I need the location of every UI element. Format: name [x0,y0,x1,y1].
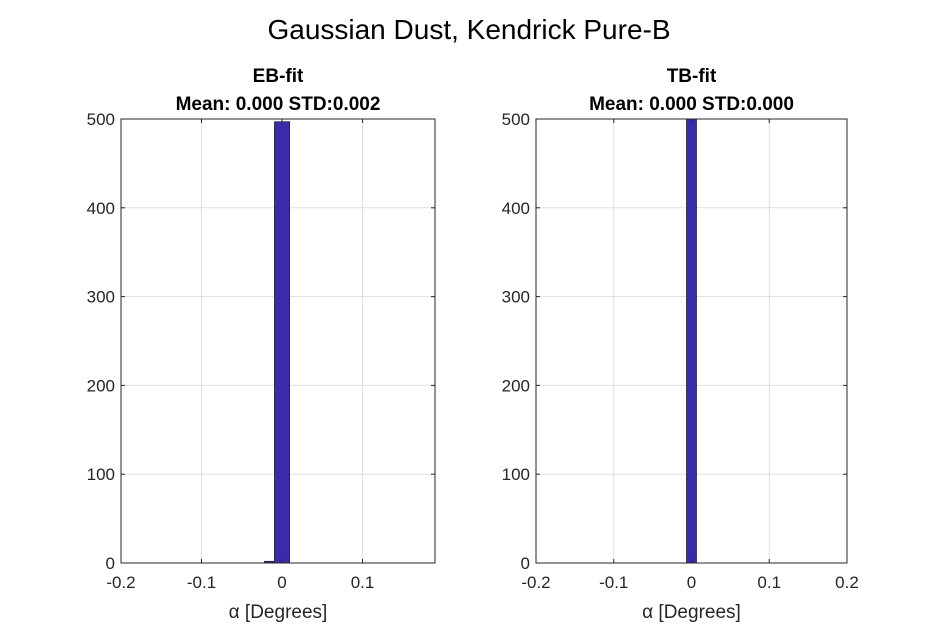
eb-fit-axes: -0.2 -0.1 0 0.1 0 100 200 300 400 500 EB-fit Mean: … [87,66,436,623]
eb-ytick-label: 0 [106,554,115,573]
tb-fit-axes: -0.2 -0.1 0 0.1 0.2 0 100 200 300 400 500 TB-fit Mea… [502,66,859,623]
tb-ytick-label: 500 [502,110,530,129]
tb-xtick-label: -0.1 [599,573,628,592]
eb-xtick-label: -0.2 [106,573,135,592]
tb-axes-subtitle: Mean: 0.000 STD:0.000 [589,94,794,115]
tb-ytick-label: 200 [502,376,530,395]
eb-ytick-label: 500 [87,110,115,129]
eb-axes-title: EB-fit [253,66,304,87]
tb-ytick-label: 300 [502,288,530,307]
tb-ytick-label: 400 [502,199,530,218]
eb-xtick-label: 0 [277,573,286,592]
figure-title: Gaussian Dust, Kendrick Pure-B [267,14,671,45]
tb-xtick-label: 0.2 [835,573,859,592]
eb-histogram-bar [274,121,290,564]
tb-xtick-label: -0.2 [521,573,550,592]
tb-axes-title: TB-fit [667,66,717,87]
eb-xlabel: α [Degrees] [229,602,328,623]
eb-xtick-label: 0.1 [351,573,375,592]
tb-ytick-label: 100 [502,465,530,484]
eb-ytick-label: 400 [87,199,115,218]
eb-xtick-label: -0.1 [187,573,216,592]
tb-xlabel: α [Degrees] [642,602,741,623]
tb-xtick-label: 0.1 [757,573,781,592]
tb-histogram-bar [686,118,697,564]
tb-xtick-label: 0 [687,573,696,592]
eb-axes-subtitle: Mean: 0.000 STD:0.002 [176,94,381,115]
eb-ytick-label: 200 [87,376,115,395]
tb-ytick-label: 0 [521,554,530,573]
eb-ytick-label: 300 [87,288,115,307]
eb-ytick-label: 100 [87,465,115,484]
eb-axes-box [120,118,436,564]
